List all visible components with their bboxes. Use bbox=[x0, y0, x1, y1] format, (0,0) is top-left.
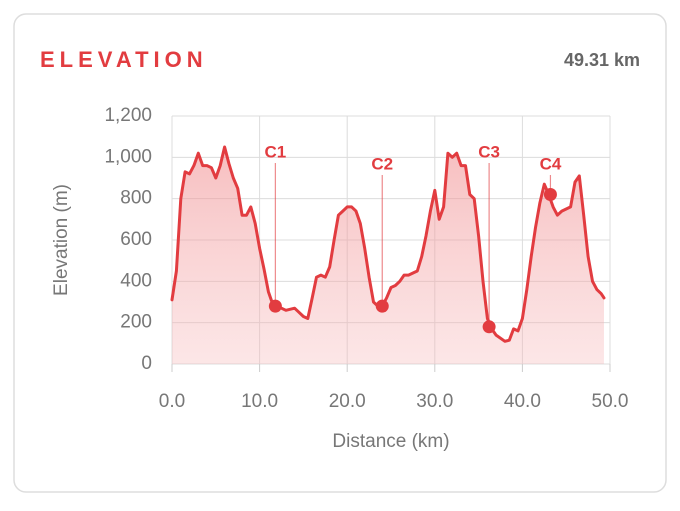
y-tick-label: 1,200 bbox=[104, 105, 152, 126]
y-axis-label: Elevation (m) bbox=[51, 184, 72, 296]
checkpoint-label: C2 bbox=[371, 154, 393, 173]
y-tick-label: 800 bbox=[120, 188, 152, 209]
x-tick-label: 10.0 bbox=[241, 391, 278, 412]
x-tick-label: 30.0 bbox=[416, 391, 453, 412]
x-axis-label: Distance (km) bbox=[332, 431, 449, 452]
card-title: ELEVATION bbox=[40, 47, 208, 72]
checkpoint-label: C3 bbox=[478, 142, 500, 161]
y-tick-label: 400 bbox=[120, 270, 152, 291]
x-tick-label: 0.0 bbox=[159, 391, 185, 412]
y-tick-label: 0 bbox=[141, 353, 152, 374]
checkpoint-label: C1 bbox=[265, 142, 287, 161]
x-tick-label: 40.0 bbox=[504, 391, 541, 412]
checkpoint-marker bbox=[268, 299, 282, 313]
y-tick-label: 600 bbox=[120, 229, 152, 250]
total-distance: 49.31 km bbox=[564, 50, 640, 70]
y-tick-label: 200 bbox=[120, 312, 152, 333]
elevation-line bbox=[170, 145, 606, 343]
checkpoint-marker bbox=[375, 299, 389, 313]
x-tick-label: 50.0 bbox=[592, 391, 629, 412]
checkpoint-marker bbox=[482, 320, 496, 334]
checkpoint-marker bbox=[543, 188, 557, 202]
checkpoint-label: C4 bbox=[540, 154, 562, 173]
x-tick-label: 20.0 bbox=[329, 391, 366, 412]
y-tick-label: 1,000 bbox=[104, 146, 152, 167]
